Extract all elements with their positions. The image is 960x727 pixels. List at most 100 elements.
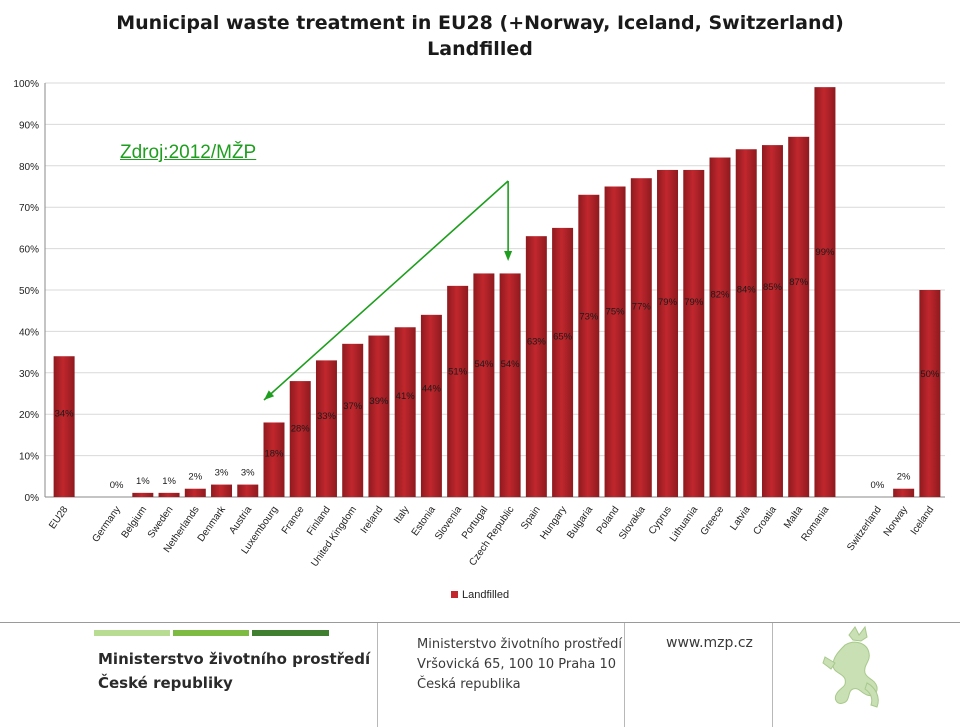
y-tick-labels: 0% 10% 20% 30% 40% 50% 60% 70% 80% 90% 100% — [13, 79, 39, 504]
data-label: 2% — [188, 472, 202, 483]
chart-title-line2: Landfilled — [427, 38, 533, 60]
website-link[interactable]: www.mzp.cz — [666, 635, 753, 651]
address-line3: Česká republika — [417, 677, 521, 692]
y-tick-label: 30% — [19, 369, 39, 380]
bar-france — [289, 381, 311, 497]
bar-finland — [315, 360, 337, 497]
bar-norway — [893, 488, 915, 497]
data-label: 3% — [215, 468, 229, 479]
x-tick-label: Poland — [595, 504, 622, 536]
footer-divider — [624, 623, 625, 727]
data-labels: 34% 0% 1% 1% 2% 3% 3% 18% 28% 33% 37% 39% 41% 44% 51% 5… — [55, 247, 940, 491]
bar-belgium — [132, 492, 154, 497]
data-label: 82% — [710, 289, 730, 300]
arrowhead — [264, 390, 275, 400]
x-tick-label: Bulgaria — [565, 504, 595, 541]
data-label: 37% — [343, 401, 363, 412]
bar-romania — [814, 87, 836, 497]
x-tick-label: Slovakia — [617, 504, 648, 542]
arrowhead — [504, 251, 513, 261]
bar-eu28 — [53, 356, 75, 497]
x-tick-label: EU28 — [47, 504, 71, 531]
bar-czech-republic — [499, 273, 521, 497]
address-line1: Ministerstvo životního prostředí — [417, 637, 622, 652]
data-label: 79% — [658, 297, 678, 308]
bar-sweden — [158, 492, 180, 497]
data-label: 51% — [448, 366, 468, 377]
y-tick-label: 60% — [19, 245, 39, 256]
arrow-diagonal — [263, 180, 509, 401]
x-tick-label: Romania — [799, 504, 831, 543]
x-tick-label: Croatia — [751, 504, 779, 537]
bar-austria — [237, 484, 259, 497]
data-label: 75% — [606, 307, 626, 318]
x-tick-label: Switzerland — [845, 504, 884, 553]
data-label: 79% — [684, 297, 704, 308]
data-label: 3% — [241, 468, 255, 479]
data-label: 2% — [897, 472, 911, 483]
ministry-name: Ministerstvo životního prostředí České r… — [98, 647, 370, 695]
data-label: 44% — [422, 384, 442, 395]
x-tick-label: Germany — [90, 504, 123, 544]
bar-portugal — [473, 273, 495, 497]
bars — [53, 87, 941, 498]
x-tick-label: Norway — [882, 504, 910, 538]
data-label: 18% — [264, 448, 284, 459]
x-tick-label: Ireland — [359, 504, 386, 535]
address-line2: Vršovická 65, 100 10 Praha 10 — [417, 657, 617, 672]
data-label: 87% — [789, 277, 809, 288]
footer-divider — [377, 623, 378, 727]
annotation-arrows — [263, 180, 513, 401]
bar-united-kingdom — [342, 343, 364, 497]
bar-luxembourg — [263, 422, 285, 497]
y-tick-label: 10% — [19, 452, 39, 463]
bar-slovenia — [447, 285, 469, 497]
bar-iceland — [919, 290, 941, 497]
y-tick-label: 0% — [25, 493, 40, 504]
x-tick-label: Italy — [392, 504, 412, 525]
x-tick-label: Slovenia — [433, 504, 464, 542]
bar-spain — [525, 236, 547, 497]
bar-netherlands — [184, 488, 206, 497]
x-tick-label: Austria — [227, 504, 254, 536]
x-tick-label: Spain — [519, 504, 543, 531]
legend-swatch — [451, 591, 458, 598]
source-link[interactable]: Zdroj:2012/MŽP — [120, 142, 257, 163]
chart-title-line1: Municipal waste treatment in EU28 (+Norw… — [116, 12, 844, 34]
bar-malta — [788, 136, 810, 497]
czech-lion-emblem-icon — [822, 625, 879, 708]
bar-croatia — [761, 145, 783, 497]
y-tick-label: 40% — [19, 327, 39, 338]
data-label: 54% — [474, 359, 494, 370]
x-tick-label: Belgium — [120, 504, 150, 540]
x-tick-label: Cyprus — [647, 504, 674, 536]
data-label: 99% — [815, 247, 835, 258]
bar-chart: 34% 0% 1% 1% 2% 3% 3% 18% 28% 33% 37% 39% 41% 44% 51% 5… — [13, 79, 945, 601]
data-label: 1% — [136, 476, 150, 487]
x-tick-label: Finland — [305, 504, 333, 537]
data-label: 0% — [110, 480, 124, 491]
footer-stripe-light — [94, 630, 170, 636]
bar-greece — [709, 157, 731, 497]
footer: Ministerstvo životního prostředí České r… — [0, 623, 960, 727]
bar-lithuania — [683, 169, 705, 497]
footer-divider — [772, 623, 773, 727]
ministry-line1: Ministerstvo životního prostředí — [98, 650, 371, 668]
bar-hungary — [552, 227, 574, 497]
bar-cyprus — [657, 169, 679, 497]
bar-slovakia — [630, 178, 652, 497]
x-tick-label: France — [280, 504, 307, 536]
y-tick-label: 90% — [19, 120, 39, 131]
x-tick-label: Latvia — [728, 504, 753, 533]
data-label: 0% — [871, 480, 885, 491]
data-label: 34% — [55, 409, 75, 420]
bar-italy — [394, 327, 416, 497]
data-label: 84% — [737, 284, 757, 295]
x-tick-label: Hungary — [538, 504, 569, 541]
data-label: 77% — [632, 302, 652, 313]
y-tick-label: 100% — [13, 79, 39, 90]
data-label: 28% — [291, 423, 311, 434]
x-tick-label: Estonia — [410, 504, 438, 538]
legend: Landfilled — [451, 589, 509, 601]
data-label: 73% — [579, 312, 599, 323]
